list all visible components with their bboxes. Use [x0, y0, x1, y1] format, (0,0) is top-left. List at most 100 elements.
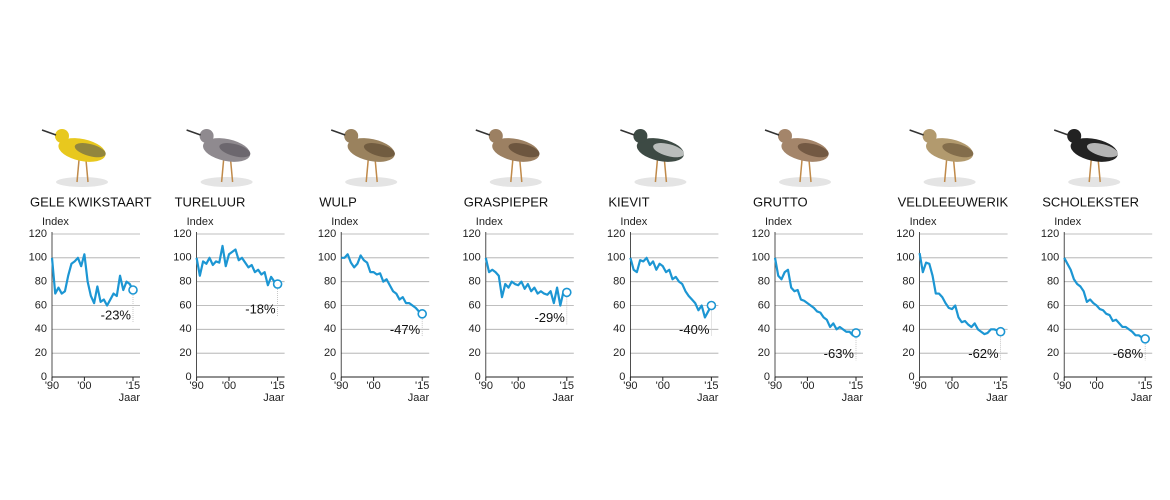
x-tick-label: '90: [1057, 380, 1071, 392]
x-axis-label: Jaar: [986, 392, 1008, 404]
bird-shadow: [634, 177, 687, 187]
y-tick-label: 0: [41, 371, 47, 383]
x-tick-label: '00: [511, 380, 525, 392]
y-tick-label: 100: [462, 252, 480, 264]
y-tick-label: 80: [1047, 276, 1059, 288]
y-tick-label: 120: [607, 228, 625, 240]
y-tick-label: 60: [324, 299, 336, 311]
y-axis-label: Index: [620, 216, 647, 228]
annotation: -63%: [824, 346, 855, 361]
y-tick-label: 120: [462, 228, 480, 240]
y-tick-label: 100: [1041, 252, 1059, 264]
x-tick-label: '15: [560, 380, 574, 392]
y-tick-label: 20: [613, 347, 625, 359]
bird-head: [55, 129, 69, 143]
y-tick-label: 80: [469, 276, 481, 288]
x-tick-label: '90: [45, 380, 59, 392]
data-line: [1063, 257, 1146, 340]
y-tick-label: 40: [613, 323, 625, 335]
y-tick-label: 100: [752, 252, 770, 264]
x-tick-label: '90: [768, 380, 782, 392]
y-tick-label: 0: [764, 371, 770, 383]
bird-wing: [74, 143, 106, 158]
bird-leg: [663, 159, 668, 183]
chart-title: SCHOLEKSTER: [1042, 194, 1139, 209]
y-tick-label: 100: [318, 252, 336, 264]
x-axis-label: Jaar: [263, 392, 285, 404]
x-tick-label: '00: [1089, 380, 1103, 392]
bird-beak: [41, 129, 57, 136]
y-tick-label: 20: [469, 347, 481, 359]
x-tick-label: '90: [623, 380, 637, 392]
annotation: -62%: [968, 346, 999, 361]
y-tick-label: 100: [896, 252, 914, 264]
x-tick-label: '15: [126, 380, 140, 392]
bird-shadow: [923, 177, 976, 187]
chart-title: GELE KWIKSTAART: [30, 194, 152, 209]
x-axis-label: Jaar: [119, 392, 141, 404]
bird-head: [344, 129, 359, 143]
y-tick-label: 40: [35, 323, 47, 335]
x-tick-label: '00: [656, 380, 670, 392]
x-tick-label: '90: [189, 380, 203, 392]
bird-leg: [229, 159, 234, 183]
x-tick-label: '00: [800, 380, 814, 392]
bird-head: [778, 129, 792, 143]
y-tick-label: 20: [35, 347, 47, 359]
y-axis-label: Index: [910, 216, 937, 228]
bird-head: [199, 129, 214, 143]
data-line: [341, 253, 423, 315]
x-tick-label: '15: [849, 380, 863, 392]
y-tick-label: 120: [896, 228, 914, 240]
annotation: -68%: [1113, 346, 1144, 361]
chart-title: WULP: [319, 194, 357, 209]
y-tick-label: 20: [324, 347, 336, 359]
x-tick-label: '15: [993, 380, 1007, 392]
bird-leg: [374, 159, 378, 183]
bird-leg: [1088, 159, 1092, 183]
bird-leg: [220, 159, 225, 183]
chart-title: TURELUUR: [175, 194, 246, 209]
x-axis-label: Jaar: [842, 392, 864, 404]
y-tick-label: 40: [902, 323, 914, 335]
bird-leg: [76, 159, 80, 183]
bird-beak: [764, 129, 780, 136]
y-tick-label: 60: [469, 299, 481, 311]
y-tick-label: 20: [179, 347, 191, 359]
bird-beak: [620, 129, 635, 136]
chart-title: KIEVIT: [608, 194, 649, 209]
end-marker: [272, 279, 283, 289]
bird-shadow: [200, 177, 253, 187]
y-tick-label: 120: [173, 228, 191, 240]
end-marker: [561, 287, 572, 298]
bird-shadow: [1068, 177, 1121, 187]
bird-wing: [942, 143, 974, 158]
annotation: -23%: [101, 308, 132, 323]
bird-shadow: [779, 177, 831, 187]
data-line: [195, 244, 279, 287]
y-tick-label: 60: [758, 299, 770, 311]
x-tick-label: '00: [945, 380, 959, 392]
y-axis-label: Index: [476, 216, 503, 228]
bird-shadow: [56, 177, 108, 187]
end-marker: [417, 309, 428, 319]
data-line: [629, 256, 713, 319]
bird-beak: [475, 129, 491, 136]
y-tick-label: 120: [752, 228, 770, 240]
bird-leg: [365, 159, 369, 183]
end-marker: [995, 326, 1006, 337]
y-tick-label: 40: [324, 323, 336, 335]
x-tick-label: '15: [1138, 380, 1152, 392]
x-axis-label: Jaar: [408, 392, 430, 404]
y-tick-label: 0: [908, 371, 914, 383]
annotation: -29%: [534, 310, 565, 325]
bird-leg: [519, 159, 523, 183]
y-tick-label: 100: [173, 252, 191, 264]
x-tick-label: '90: [479, 380, 493, 392]
y-tick-label: 0: [330, 371, 336, 383]
bird-beak: [909, 129, 924, 136]
bird-leg: [943, 159, 948, 183]
bird-leg: [1097, 159, 1101, 183]
data-line: [50, 253, 134, 307]
